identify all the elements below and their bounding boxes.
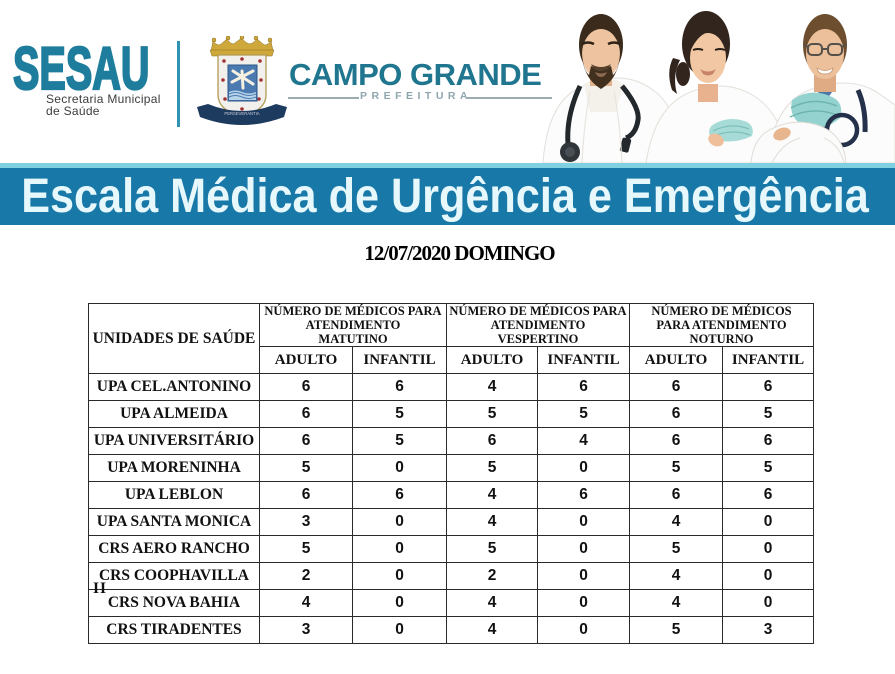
svg-text:PERSEVERANTIA: PERSEVERANTIA (224, 111, 259, 116)
